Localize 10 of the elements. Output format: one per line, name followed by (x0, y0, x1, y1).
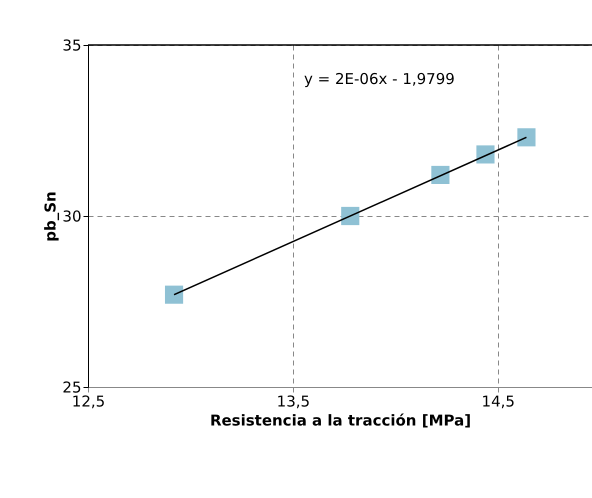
y-tick-label: 30 (62, 208, 82, 226)
x-axis-title: Resistencia a la tracción [MPa] (210, 412, 472, 430)
y-axis-title: pb_Sn (41, 191, 60, 242)
x-tick-label: 14,5 (482, 392, 515, 410)
point (341, 206, 360, 226)
y-tick-label: 35 (62, 36, 82, 54)
x-tick-label: 13,5 (276, 392, 310, 410)
annotation: y = 2E-06x - 1,9799 (304, 70, 455, 88)
point (164, 286, 184, 304)
point (517, 128, 536, 146)
